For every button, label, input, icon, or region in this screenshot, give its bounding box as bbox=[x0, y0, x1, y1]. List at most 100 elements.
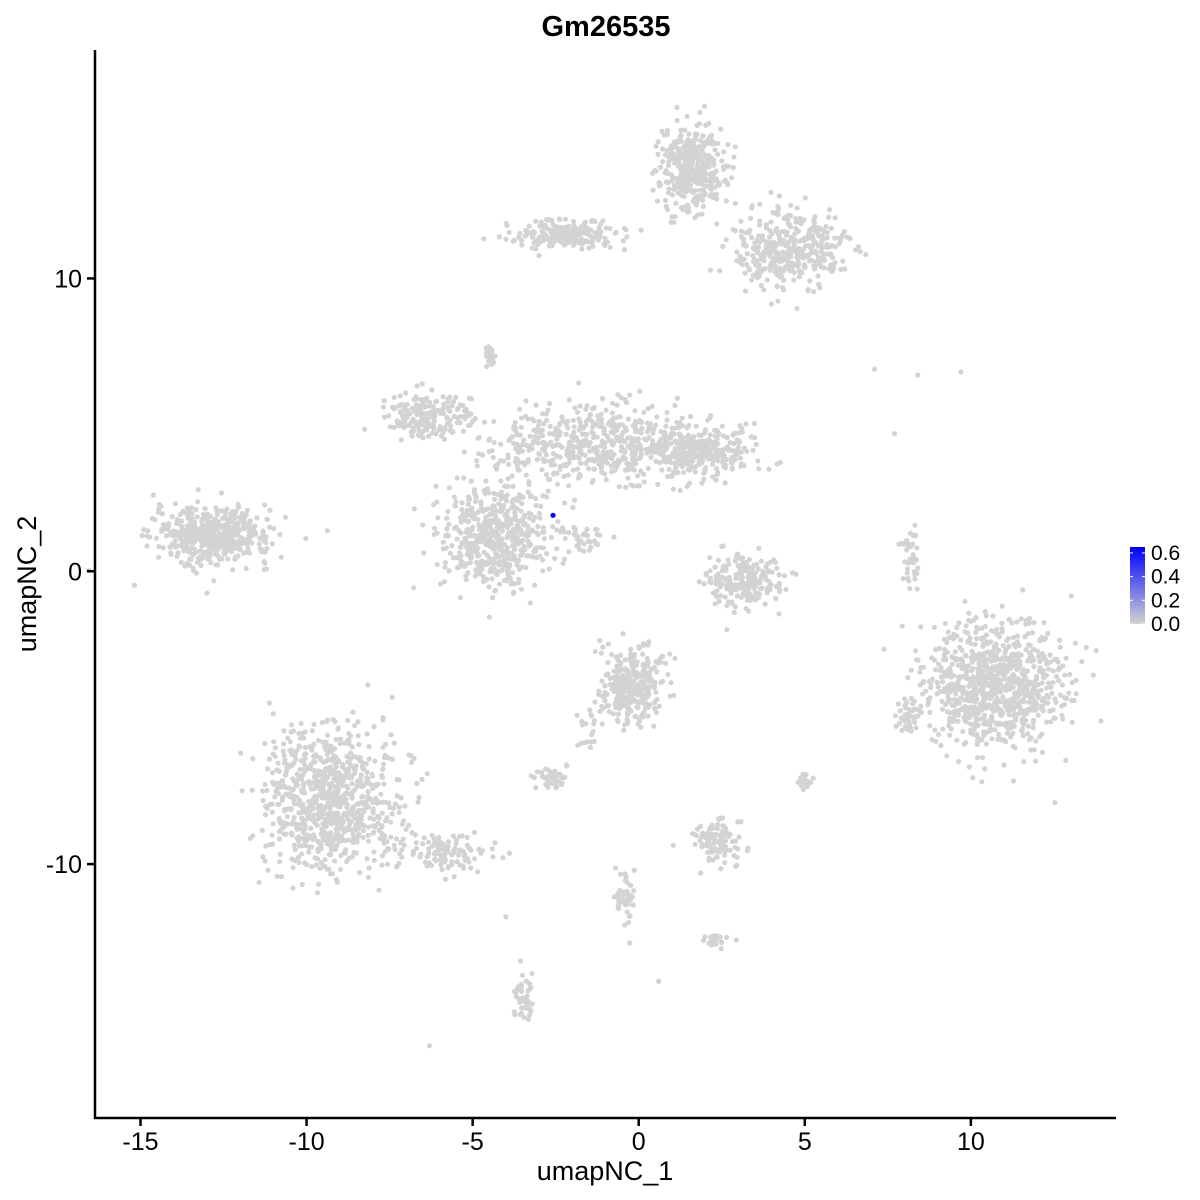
cell-point bbox=[818, 263, 824, 270]
cell-point bbox=[963, 653, 969, 659]
cell-point bbox=[396, 804, 402, 810]
cell-point bbox=[467, 560, 473, 566]
cell-point bbox=[910, 552, 916, 558]
cell-point bbox=[272, 745, 279, 751]
cell-point bbox=[540, 568, 546, 574]
cell-point bbox=[286, 793, 292, 799]
cell-point bbox=[437, 581, 444, 587]
cell-point bbox=[249, 787, 255, 793]
cell-point bbox=[784, 213, 790, 219]
cell-point bbox=[945, 629, 951, 635]
cell-point bbox=[511, 546, 518, 552]
cell-point bbox=[989, 706, 995, 712]
cell-point bbox=[791, 241, 798, 247]
cell-point bbox=[893, 723, 899, 729]
cell-point bbox=[235, 530, 241, 536]
cell-point bbox=[491, 418, 497, 425]
cell-point bbox=[265, 766, 271, 772]
cell-point bbox=[257, 535, 263, 541]
cell-point bbox=[384, 814, 390, 821]
cell-point bbox=[663, 179, 670, 185]
cell-point bbox=[540, 545, 547, 551]
cell-point bbox=[302, 826, 308, 832]
cell-point bbox=[766, 584, 772, 590]
cell-point bbox=[487, 357, 493, 364]
cell-point bbox=[536, 422, 542, 428]
cell-point bbox=[519, 529, 525, 536]
cell-point bbox=[545, 488, 551, 494]
cell-point bbox=[409, 433, 415, 439]
cell-point bbox=[622, 448, 628, 454]
cell-point bbox=[618, 395, 624, 401]
cell-point bbox=[462, 416, 468, 422]
cell-point bbox=[325, 796, 332, 802]
cell-point bbox=[700, 438, 706, 444]
cell-point bbox=[1008, 697, 1014, 703]
cell-point bbox=[577, 471, 583, 478]
cell-point bbox=[557, 224, 563, 230]
cell-point bbox=[701, 103, 708, 109]
cell-point bbox=[702, 430, 708, 436]
cell-point bbox=[481, 549, 487, 556]
cell-point bbox=[519, 564, 525, 570]
cell-point bbox=[421, 550, 427, 556]
cell-point bbox=[761, 287, 767, 293]
cell-point bbox=[526, 515, 533, 521]
cell-point bbox=[685, 434, 691, 440]
cell-point bbox=[198, 562, 204, 569]
cell-point bbox=[670, 486, 677, 492]
cell-point bbox=[631, 436, 637, 442]
cell-point bbox=[391, 406, 397, 412]
cell-point bbox=[963, 670, 969, 676]
cell-point bbox=[811, 288, 817, 295]
cell-point bbox=[244, 507, 250, 513]
cell-point bbox=[249, 540, 255, 546]
cell-point bbox=[962, 598, 968, 604]
cell-point bbox=[526, 447, 532, 453]
cell-point bbox=[1020, 587, 1026, 593]
cell-point bbox=[445, 404, 451, 410]
cell-point bbox=[460, 402, 466, 408]
cell-point bbox=[714, 221, 720, 227]
cell-point bbox=[706, 120, 712, 126]
cell-point bbox=[923, 688, 929, 694]
cell-point bbox=[562, 535, 568, 542]
cell-point bbox=[625, 475, 631, 481]
cell-point bbox=[461, 475, 467, 481]
cell-point bbox=[468, 533, 474, 539]
cell-point bbox=[570, 467, 576, 473]
cell-point bbox=[742, 270, 748, 276]
cell-point bbox=[815, 273, 821, 279]
cell-point bbox=[709, 191, 715, 197]
cell-point bbox=[387, 424, 393, 430]
cell-point bbox=[767, 227, 773, 234]
cell-point bbox=[674, 458, 681, 465]
cell-point bbox=[743, 587, 749, 594]
cell-point bbox=[486, 555, 493, 561]
cell-point bbox=[356, 741, 362, 748]
cell-point bbox=[746, 557, 752, 563]
cell-point bbox=[761, 253, 767, 259]
cell-point bbox=[801, 217, 807, 223]
cell-point bbox=[996, 677, 1002, 683]
cell-point bbox=[272, 753, 278, 760]
cell-point bbox=[587, 412, 594, 418]
cell-point bbox=[677, 450, 683, 456]
cell-point bbox=[298, 826, 304, 832]
cell-point bbox=[411, 506, 417, 512]
cell-point bbox=[683, 461, 689, 467]
cell-point bbox=[674, 118, 680, 124]
cell-point bbox=[748, 434, 754, 440]
cell-point bbox=[538, 503, 544, 509]
cell-point bbox=[723, 198, 730, 204]
cell-point bbox=[505, 476, 511, 482]
cell-point bbox=[1025, 723, 1031, 729]
cell-point bbox=[216, 524, 222, 530]
cell-point bbox=[565, 472, 571, 478]
cell-point bbox=[675, 150, 681, 156]
cell-point bbox=[687, 158, 693, 165]
cell-point bbox=[680, 207, 686, 213]
cell-point bbox=[311, 721, 317, 727]
cell-point bbox=[988, 718, 994, 724]
cell-point bbox=[498, 441, 504, 447]
